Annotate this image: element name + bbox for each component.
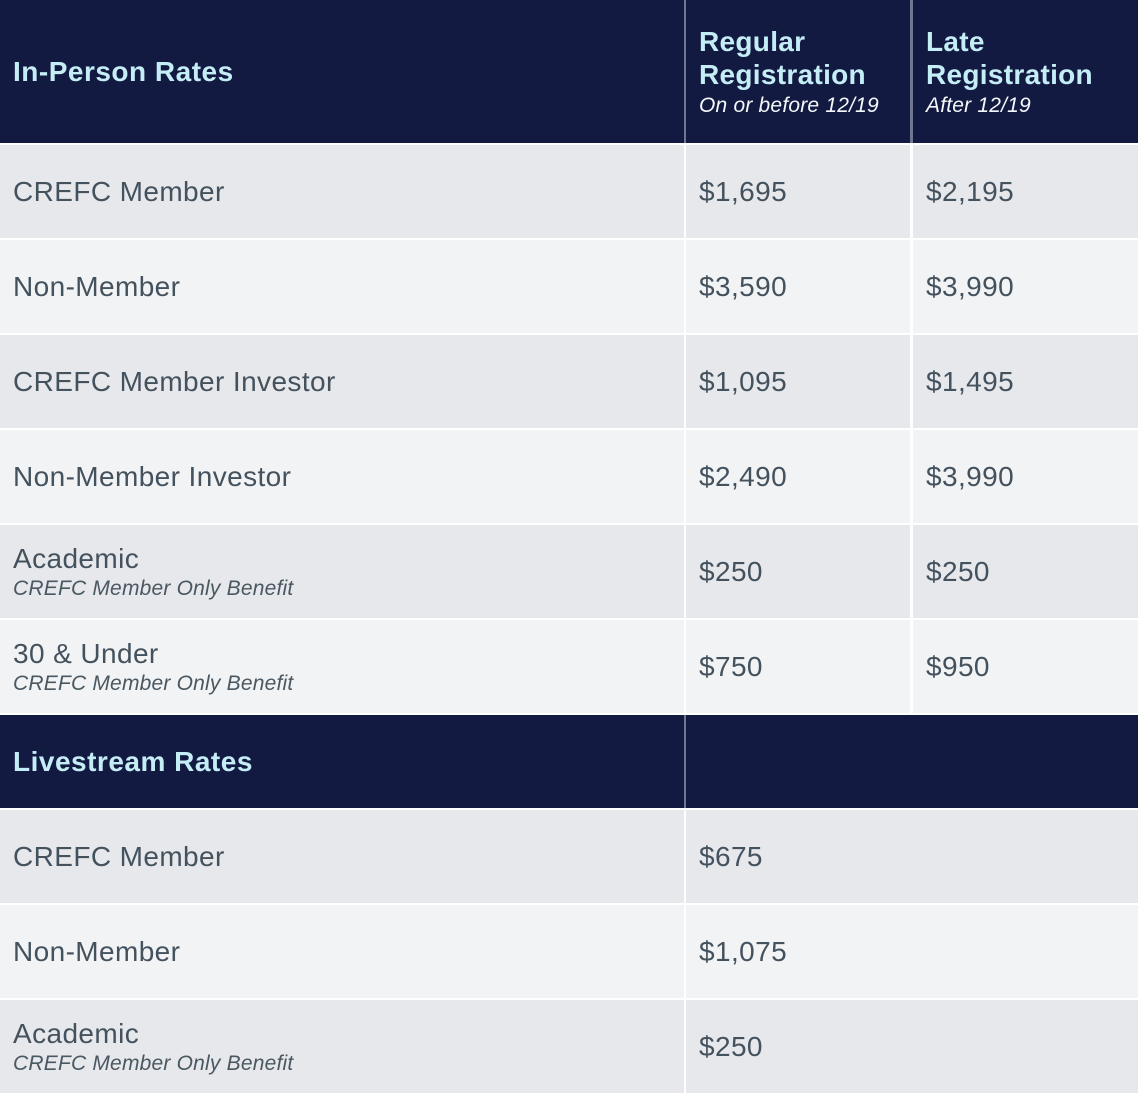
- row-label-cell: 30 & Under CREFC Member Only Benefit: [0, 620, 684, 713]
- row-label: Academic: [13, 1017, 140, 1049]
- table-row-crefc-member-investor: CREFC Member Investor $1,095 $1,495: [0, 335, 1138, 428]
- livestream-rates-header-cell: Livestream Rates: [0, 715, 684, 808]
- price: $1,075: [699, 935, 788, 967]
- table-row-academic: Academic CREFC Member Only Benefit $250 …: [0, 525, 1138, 618]
- livestream-header-spacer-cell: [684, 715, 1138, 808]
- price-cell: $250: [684, 1000, 1138, 1093]
- regular-price-cell: $2,490: [684, 430, 910, 523]
- table-row-non-member-investor: Non-Member Investor $2,490 $3,990: [0, 430, 1138, 523]
- late-price: $1,495: [926, 365, 1015, 397]
- late-price: $3,990: [926, 270, 1015, 302]
- row-label-cell: CREFC Member: [0, 145, 684, 238]
- row-label: CREFC Member: [13, 176, 225, 207]
- table-row-30-and-under: 30 & Under CREFC Member Only Benefit $75…: [0, 620, 1138, 713]
- regular-price-cell: $3,590: [684, 240, 910, 333]
- table-row-non-member: Non-Member $3,590 $3,990: [0, 240, 1138, 333]
- row-label-cell: CREFC Member: [0, 810, 684, 903]
- late-price-cell: $3,990: [910, 430, 1138, 523]
- price: $675: [699, 840, 763, 872]
- late-registration-title: Late Registration: [926, 26, 1093, 90]
- regular-price: $750: [699, 650, 763, 682]
- late-price-cell: $1,495: [910, 335, 1138, 428]
- row-label: 30 & Under: [13, 637, 159, 669]
- late-price: $3,990: [926, 460, 1015, 492]
- row-label: CREFC Member: [13, 841, 225, 872]
- regular-price-cell: $1,095: [684, 335, 910, 428]
- in-person-rates-header-cell: In-Person Rates: [0, 0, 684, 143]
- late-registration-header-cell: Late Registration After 12/19: [910, 0, 1138, 143]
- late-price-cell: $250: [910, 525, 1138, 618]
- in-person-rates-title: In-Person Rates: [13, 55, 234, 87]
- late-price-cell: $3,990: [910, 240, 1138, 333]
- price-cell: $1,075: [684, 905, 1138, 998]
- late-price-cell: $2,195: [910, 145, 1138, 238]
- row-note: CREFC Member Only Benefit: [13, 576, 294, 600]
- livestream-header-row: Livestream Rates: [0, 715, 1138, 808]
- row-label: Non-Member: [13, 936, 181, 967]
- livestream-rates-title: Livestream Rates: [13, 745, 253, 777]
- regular-registration-subtitle: On or before 12/19: [699, 94, 879, 117]
- regular-price-cell: $1,695: [684, 145, 910, 238]
- table-row-livestream-crefc-member: CREFC Member $675: [0, 810, 1138, 903]
- regular-registration-header-cell: Regular Registration On or before 12/19: [684, 0, 910, 143]
- row-label: Non-Member Investor: [13, 461, 292, 492]
- price: $250: [699, 1030, 763, 1062]
- late-registration-subtitle: After 12/19: [926, 94, 1031, 117]
- regular-price: $1,695: [699, 175, 788, 207]
- row-label: Non-Member: [13, 271, 181, 302]
- row-label-cell: CREFC Member Investor: [0, 335, 684, 428]
- table-row-livestream-non-member: Non-Member $1,075: [0, 905, 1138, 998]
- regular-registration-title: Regular Registration: [699, 26, 866, 90]
- late-price: $950: [926, 650, 990, 682]
- regular-price: $1,095: [699, 365, 788, 397]
- row-label-cell: Non-Member Investor: [0, 430, 684, 523]
- row-label-cell: Non-Member: [0, 905, 684, 998]
- regular-price-cell: $250: [684, 525, 910, 618]
- table-row-crefc-member: CREFC Member $1,695 $2,195: [0, 145, 1138, 238]
- row-label-cell: Non-Member: [0, 240, 684, 333]
- row-note: CREFC Member Only Benefit: [13, 671, 294, 695]
- regular-price: $3,590: [699, 270, 788, 302]
- price-cell: $675: [684, 810, 1138, 903]
- row-label-cell: Academic CREFC Member Only Benefit: [0, 525, 684, 618]
- late-price: $250: [926, 555, 990, 587]
- in-person-header-row: In-Person Rates Regular Registration On …: [0, 0, 1138, 143]
- late-price-cell: $950: [910, 620, 1138, 713]
- table-row-livestream-academic: Academic CREFC Member Only Benefit $250: [0, 1000, 1138, 1093]
- regular-price: $250: [699, 555, 763, 587]
- row-label: Academic: [13, 542, 140, 574]
- regular-price-cell: $750: [684, 620, 910, 713]
- row-label-cell: Academic CREFC Member Only Benefit: [0, 1000, 684, 1093]
- regular-price: $2,490: [699, 460, 788, 492]
- row-note: CREFC Member Only Benefit: [13, 1051, 294, 1075]
- row-label: CREFC Member Investor: [13, 366, 336, 397]
- late-price: $2,195: [926, 175, 1015, 207]
